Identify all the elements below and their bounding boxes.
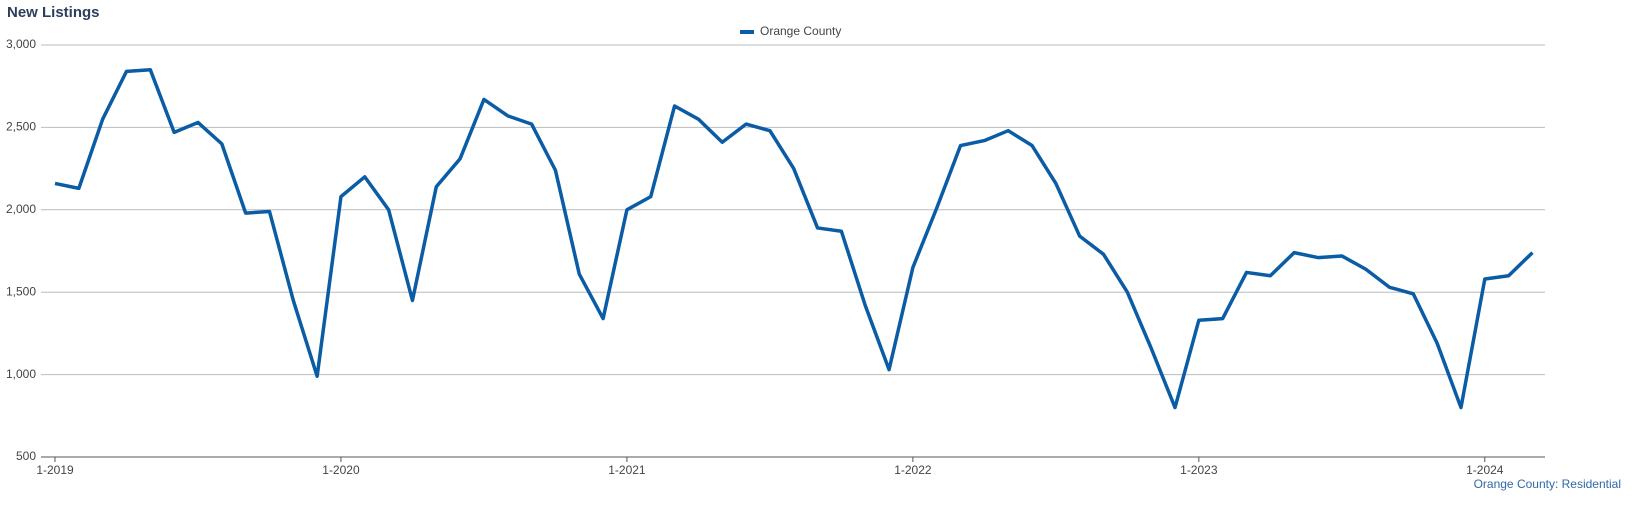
footer: Orange County: Residential xyxy=(1474,477,1621,491)
legend-label: Orange County xyxy=(760,24,841,38)
y-tick-label: 3,000 xyxy=(6,37,36,51)
y-tick-label: 500 xyxy=(16,449,36,463)
chart-title: New Listings xyxy=(7,4,100,21)
x-tick-label: 1-2021 xyxy=(608,463,646,477)
x-tick-label: 1-2022 xyxy=(894,463,932,477)
x-tick-label: 1-2023 xyxy=(1180,463,1218,477)
line xyxy=(54,67,1534,410)
x-tick-label: 1-2019 xyxy=(36,463,74,477)
y-tick-label: 1,000 xyxy=(6,367,36,381)
x-tick-label: 1-2020 xyxy=(322,463,360,477)
y-tick-label: 1,500 xyxy=(6,284,36,298)
x-tick-label: 1-2024 xyxy=(1466,463,1504,477)
y-tick-label: 2,500 xyxy=(6,120,36,134)
y-tick-label: 2,000 xyxy=(6,202,36,216)
